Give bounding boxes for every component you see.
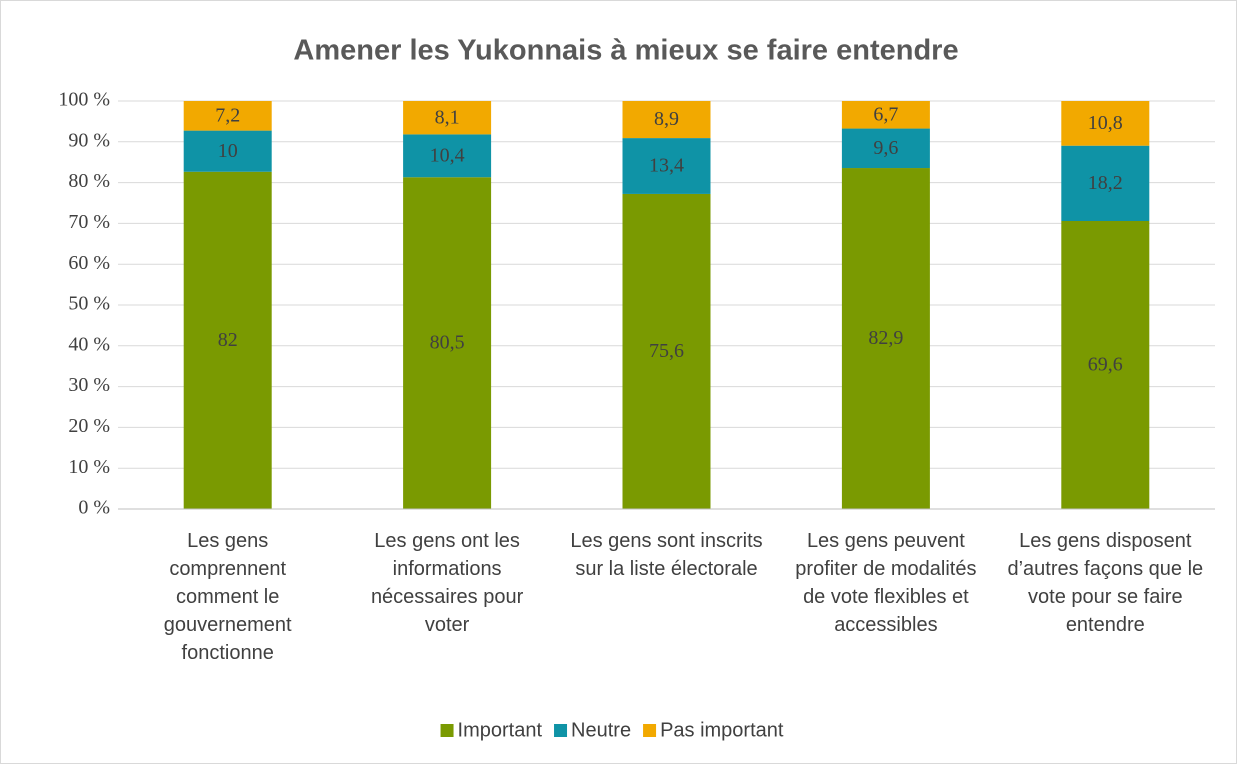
legend-label: Important — [458, 719, 543, 741]
y-tick-label: 60 % — [68, 252, 110, 274]
bar-segment — [183, 171, 272, 509]
legend-swatch — [554, 724, 568, 737]
bar-segment — [841, 168, 930, 509]
bar-segment — [622, 138, 711, 194]
y-tick-label: 90 % — [68, 129, 110, 151]
y-tick-label: 80 % — [68, 170, 110, 192]
bar-segment — [841, 128, 930, 169]
data-label: 80,5 — [430, 332, 465, 354]
bar-segment — [403, 177, 492, 509]
data-label: 8,9 — [654, 108, 679, 130]
bar-segment — [1061, 101, 1150, 146]
y-tick-label: 0 % — [78, 497, 110, 519]
data-label: 18,2 — [1088, 172, 1123, 194]
y-tick-label: 40 % — [68, 333, 110, 355]
bar-segment — [403, 134, 492, 178]
x-tick-label: Les gens sont inscrits sur la liste élec… — [570, 530, 763, 580]
legend-label: Pas important — [660, 719, 784, 741]
legend-item: Important — [440, 719, 543, 741]
data-label: 13,4 — [649, 155, 684, 177]
data-label: 10,4 — [430, 144, 465, 166]
data-label: 82 — [218, 329, 238, 351]
bar-segment — [1061, 221, 1150, 509]
data-label: 10,8 — [1088, 112, 1123, 134]
bar-segment — [183, 101, 272, 131]
y-tick-label: 10 % — [68, 456, 110, 478]
y-tick-label: 20 % — [68, 415, 110, 437]
y-tick-label: 100 % — [58, 89, 110, 111]
data-label: 69,6 — [1088, 354, 1123, 376]
data-label: 7,2 — [215, 104, 240, 126]
legend-swatch — [643, 724, 657, 737]
bar-segment — [622, 193, 711, 509]
legend-swatch — [440, 724, 454, 737]
x-tick-label: Les gens disposent d’autres façons que l… — [1007, 530, 1204, 636]
data-label: 8,1 — [435, 106, 460, 128]
x-tick-label: Les gens peuvent profiter de modalités d… — [795, 530, 977, 636]
data-label: 10 — [218, 140, 238, 162]
x-tick-label: Les gens ont les informations nécessaire… — [370, 530, 524, 636]
legend-item: Pas important — [643, 719, 784, 741]
x-tick-label: Les gens comprennent comment le gouverne… — [163, 530, 292, 664]
bar-segment — [403, 101, 492, 135]
legend-item: Neutre — [554, 719, 631, 741]
data-label: 6,7 — [873, 103, 898, 125]
chart-title: Amener les Yukonnais à mieux se faire en… — [293, 35, 958, 67]
data-label: 82,9 — [868, 327, 903, 349]
bar-segment — [183, 130, 272, 172]
legend-label: Neutre — [571, 719, 631, 741]
data-label: 75,6 — [649, 340, 684, 362]
bar-segment — [841, 101, 930, 129]
bar-segment — [1061, 145, 1150, 221]
y-tick-label: 30 % — [68, 374, 110, 396]
y-tick-label: 70 % — [68, 211, 110, 233]
data-label: 9,6 — [873, 137, 898, 159]
y-tick-label: 50 % — [68, 293, 110, 315]
bar-segment — [622, 101, 711, 139]
